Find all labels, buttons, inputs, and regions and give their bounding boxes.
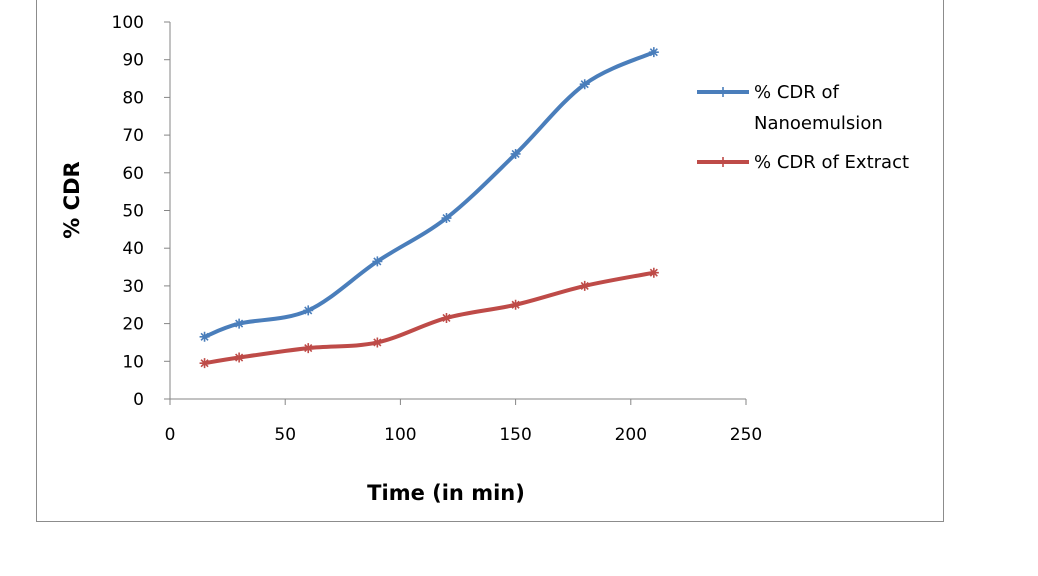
series-layer: [199, 47, 659, 369]
x-axis-title: Time (in min): [367, 481, 525, 505]
y-tick-label: 50: [122, 202, 144, 222]
legend-item-2: % CDR of Extract: [697, 152, 909, 173]
y-tick-label: 0: [133, 390, 144, 410]
legend-item-1: % CDR of Nanoemulsion: [697, 82, 883, 134]
series-2: [199, 267, 659, 369]
y-tick-label: 70: [122, 126, 144, 146]
y-axis-title: % CDR: [60, 161, 84, 238]
data-point-marker: [199, 358, 210, 369]
data-point-marker: [441, 213, 452, 224]
data-point-marker: [648, 47, 659, 58]
data-point: [441, 312, 452, 323]
data-point-marker: [303, 343, 314, 354]
legend-label: % CDR of Extract: [754, 152, 909, 173]
data-point-marker: [441, 312, 452, 323]
y-tick-label: 100: [112, 13, 144, 33]
data-point: [441, 213, 452, 224]
data-point: [372, 256, 383, 267]
data-point: [510, 299, 521, 310]
data-point-marker: [579, 79, 590, 90]
y-tick-label: 20: [122, 315, 144, 335]
data-point: [234, 352, 245, 363]
y-tick-label: 10: [122, 352, 144, 372]
data-point-marker: [579, 280, 590, 291]
data-point-marker: [372, 256, 383, 267]
x-tick-label: 100: [384, 425, 416, 445]
y-tick-label: 30: [122, 277, 144, 297]
data-point-marker: [510, 148, 521, 159]
y-tick-label: 60: [122, 164, 144, 184]
x-tick-label: 50: [274, 425, 296, 445]
x-tick-label: 150: [499, 425, 531, 445]
data-point: [199, 331, 210, 342]
data-point: [234, 318, 245, 329]
x-tick-label: 0: [165, 425, 176, 445]
data-point-marker: [510, 299, 521, 310]
data-point-marker: [372, 337, 383, 348]
data-point: [510, 148, 521, 159]
data-point: [199, 358, 210, 369]
data-point-marker: [303, 305, 314, 316]
data-point-marker: [234, 318, 245, 329]
legend-marker: [718, 157, 728, 167]
data-point: [303, 305, 314, 316]
legend-label: % CDR of: [754, 82, 839, 103]
data-point-marker: [648, 267, 659, 278]
series-1: [199, 47, 659, 342]
data-point: [648, 47, 659, 58]
data-point-marker: [199, 331, 210, 342]
legend: % CDR of Nanoemulsion % CDR of Extract: [697, 82, 909, 173]
legend-marker: [718, 87, 728, 97]
y-tick-label: 90: [122, 51, 144, 71]
x-tick-label: 250: [730, 425, 762, 445]
data-point-marker: [234, 352, 245, 363]
x-tick-label: 200: [615, 425, 647, 445]
data-point: [303, 343, 314, 354]
data-point: [648, 267, 659, 278]
series-line: [202, 270, 656, 366]
legend-label: Nanoemulsion: [754, 113, 883, 134]
series-line: [202, 50, 656, 339]
data-point: [579, 280, 590, 291]
y-tick-label: 40: [122, 239, 144, 259]
data-point: [579, 79, 590, 90]
chart-frame: [36, 0, 944, 522]
axes: 0 10 20 30 40 50 60 70 80 90 100 0 50 100 150 200 250: [112, 13, 763, 445]
y-tick-label: 80: [122, 88, 144, 108]
data-point: [372, 337, 383, 348]
